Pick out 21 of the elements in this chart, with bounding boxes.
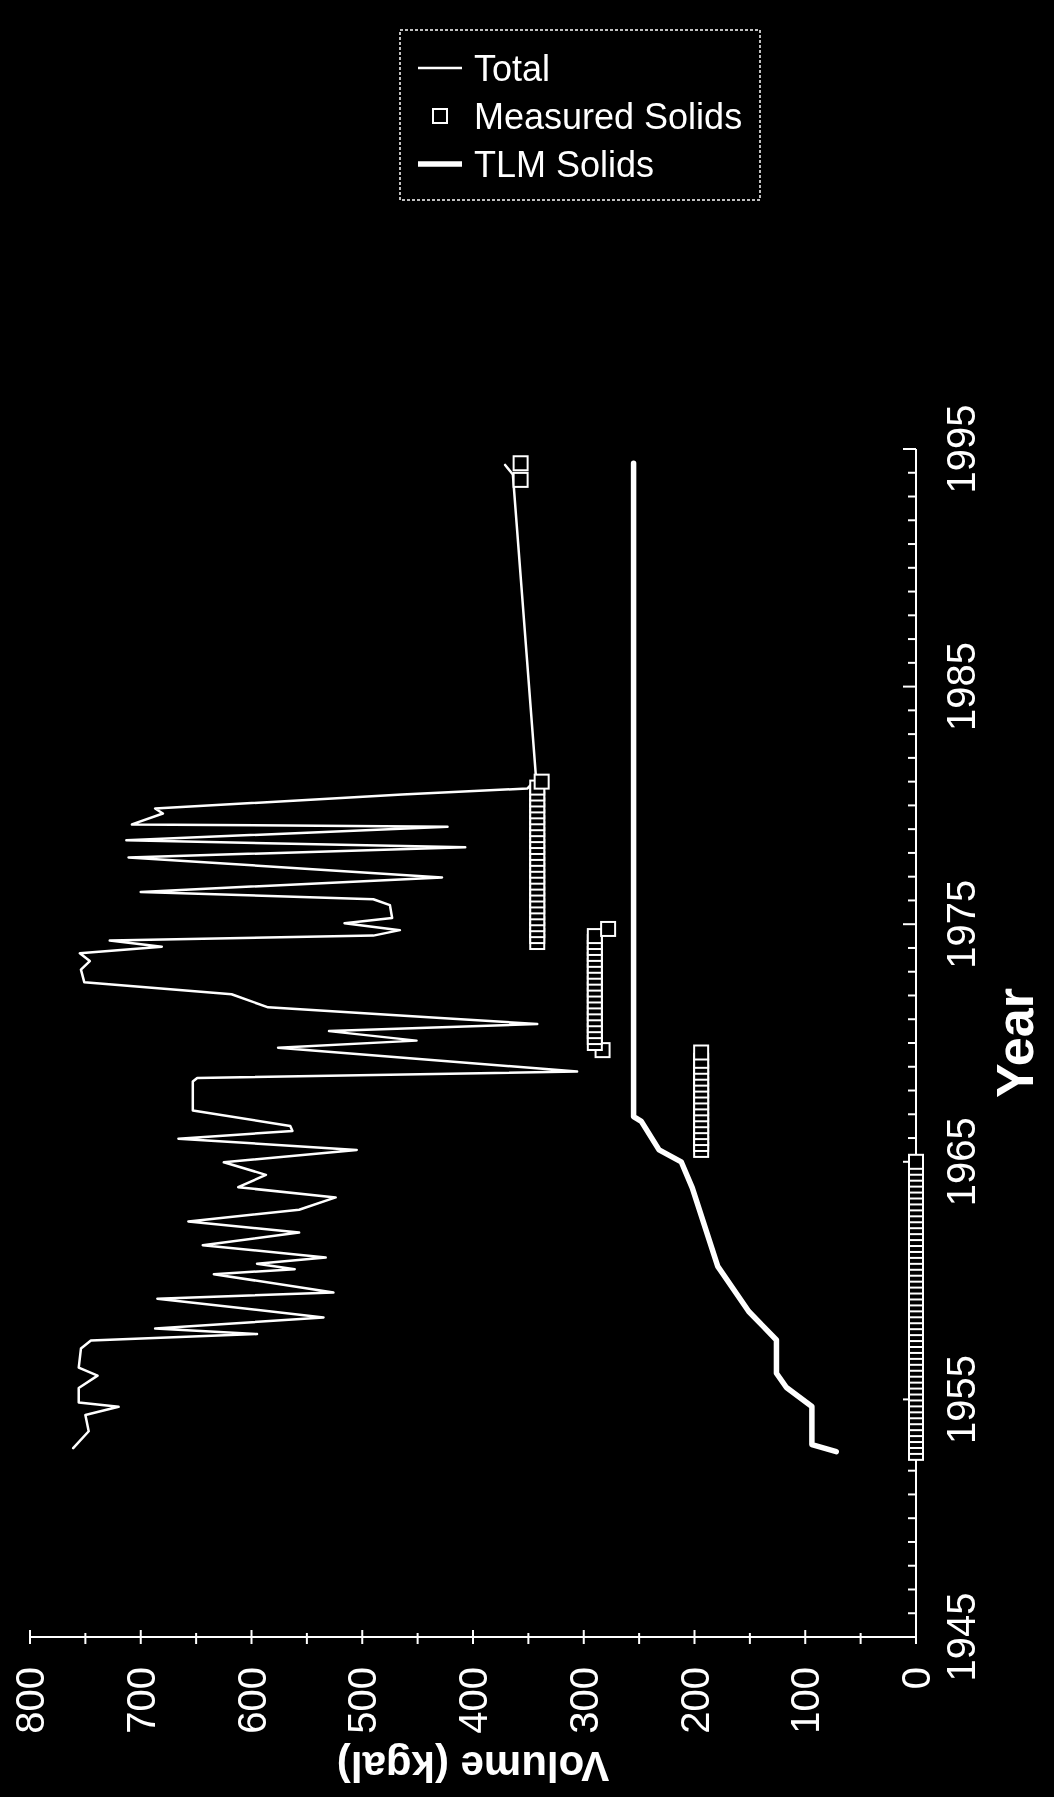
x-tick-label: 800 bbox=[8, 1667, 52, 1734]
y-tick-label: 1975 bbox=[939, 879, 983, 969]
x-tick-label: 400 bbox=[451, 1667, 495, 1734]
legend-label: Measured Solids bbox=[474, 95, 743, 137]
legend-label: TLM Solids bbox=[474, 143, 655, 185]
legend-label: Total bbox=[474, 47, 551, 89]
x-tick-label: 700 bbox=[118, 1667, 163, 1734]
x-tick-label: 300 bbox=[561, 1667, 606, 1734]
x-tick-label: 200 bbox=[672, 1667, 717, 1734]
x-tick-label: 0 bbox=[894, 1667, 938, 1690]
x-axis-title: Volume (kgal) bbox=[336, 1743, 610, 1791]
y-tick-label: 1965 bbox=[939, 1117, 983, 1207]
y-axis-title: Year bbox=[986, 988, 1045, 1098]
y-tick-label: 1955 bbox=[939, 1354, 983, 1444]
y-tick-label: 1995 bbox=[939, 404, 983, 494]
x-tick-label: 600 bbox=[229, 1667, 274, 1734]
x-tick-label: 100 bbox=[783, 1667, 828, 1734]
line-series bbox=[71, 463, 579, 1450]
y-tick-label: 1985 bbox=[939, 642, 983, 732]
y-tick-label: 1945 bbox=[939, 1592, 983, 1682]
x-tick-label: 500 bbox=[340, 1667, 385, 1734]
